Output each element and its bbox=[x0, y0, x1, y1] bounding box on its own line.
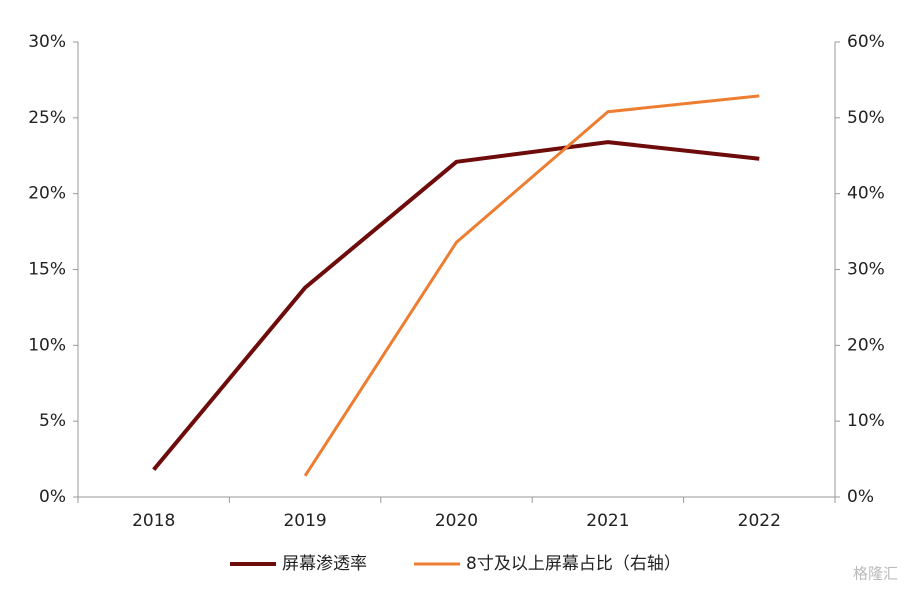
y-tick-label: 0% bbox=[39, 487, 66, 507]
y2-tick-label: 10% bbox=[847, 411, 885, 431]
y-tick-label: 10% bbox=[28, 335, 66, 355]
x-tick-label: 2021 bbox=[586, 511, 629, 531]
y2-tick-label: 60% bbox=[847, 32, 885, 52]
y2-tick-label: 50% bbox=[847, 108, 885, 128]
y2-tick-label: 40% bbox=[847, 184, 885, 204]
legend-label: 屏幕渗透率 bbox=[282, 554, 367, 574]
legend-label: 8寸及以上屏幕占比（右轴） bbox=[466, 554, 681, 574]
series-line bbox=[152, 140, 760, 471]
y-tick-label: 15% bbox=[28, 260, 66, 280]
y2-tick-label: 0% bbox=[847, 487, 874, 507]
y-tick-label: 30% bbox=[28, 32, 66, 52]
x-tick-label: 2019 bbox=[283, 511, 326, 531]
x-tick-label: 2018 bbox=[132, 511, 175, 531]
y-tick-label: 5% bbox=[39, 411, 66, 431]
y-tick-label: 25% bbox=[28, 108, 66, 128]
y2-tick-label: 30% bbox=[847, 260, 885, 280]
x-tick-label: 2022 bbox=[738, 511, 781, 531]
watermark: 格隆汇 bbox=[853, 565, 898, 583]
x-tick-label: 2020 bbox=[435, 511, 478, 531]
y2-tick-label: 20% bbox=[847, 335, 885, 355]
y-tick-label: 20% bbox=[28, 184, 66, 204]
series-line bbox=[303, 94, 760, 477]
